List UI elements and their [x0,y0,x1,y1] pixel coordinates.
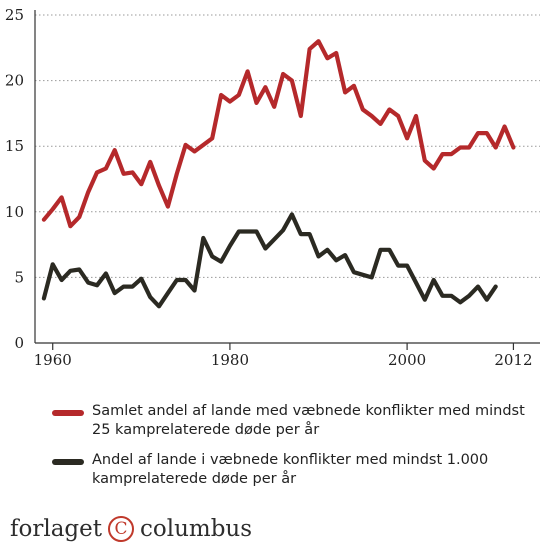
series-line-25-deaths [41,39,516,229]
x-tick-label: 1980 [211,351,249,369]
y-tick-label: 25 [5,6,24,24]
x-tick-label: 2000 [388,351,426,369]
legend-label: Andel af lande i væbnede konflikter med … [92,452,489,487]
y-tick-label: 5 [14,268,24,286]
logo-text-right: columbus [140,516,253,542]
gridlines [35,14,540,278]
legend: Samlet andel af lande med væbnede konfli… [52,402,532,489]
y-tick-label: 15 [5,137,24,155]
legend-item-25-deaths: Samlet andel af lande med væbnede konfli… [52,402,532,440]
legend-item-1000-deaths: Andel af lande i væbnede konflikter med … [52,451,532,489]
logo-text-left: forlaget [10,516,102,542]
axes [34,10,540,350]
publisher-logo: forlaget C columbus [10,516,252,542]
tick-labels: 0 5 10 15 20 25 1960 1980 2000 2012 [5,6,533,369]
copyright-c-icon: C [108,516,134,542]
legend-swatch-red [52,410,84,416]
legend-label: Samlet andel af lande med væbnede konfli… [92,403,525,438]
y-tick-label: 10 [5,203,24,221]
line-chart: 0 5 10 15 20 25 1960 1980 2000 2012 [5,6,540,369]
series-line-1000-deaths [41,212,498,309]
y-tick-label: 20 [5,72,24,90]
x-tick-label: 2012 [494,351,532,369]
series-lines [41,39,516,309]
x-tick-label: 1960 [34,351,72,369]
y-tick-label: 0 [14,334,24,352]
legend-swatch-black [52,459,84,465]
